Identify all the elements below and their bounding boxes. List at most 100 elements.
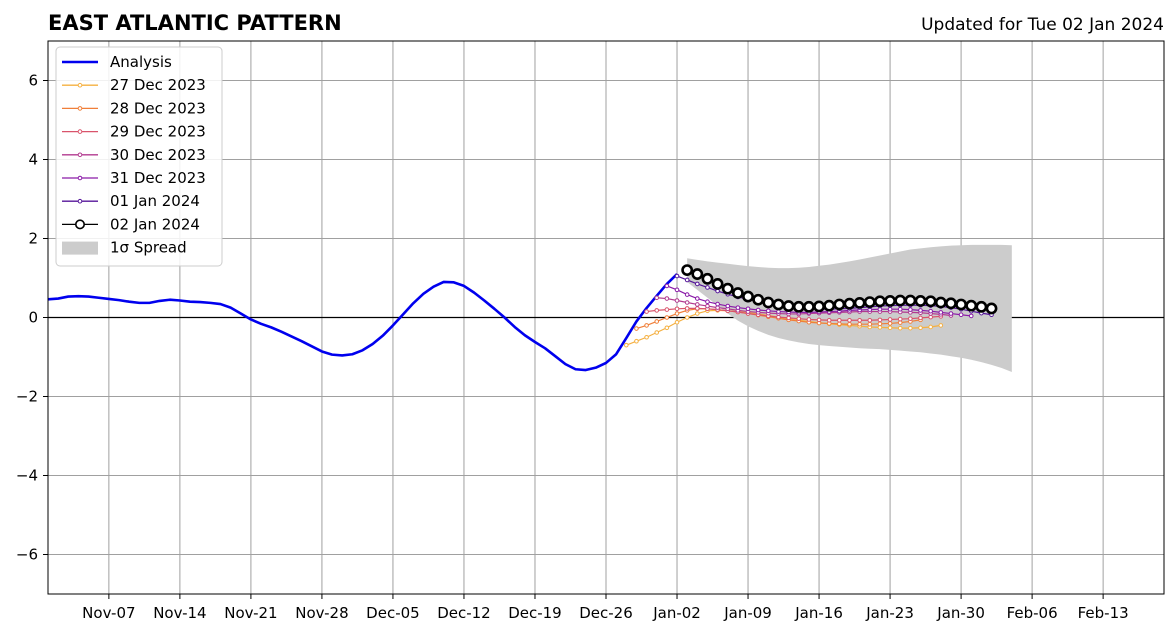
forecast-point (897, 316, 903, 322)
x-tick-label: Dec-19 (508, 604, 562, 622)
forecast-point (654, 319, 660, 324)
forecast-point (887, 325, 893, 331)
forecast-point (664, 325, 670, 331)
forecast-point (934, 296, 947, 309)
forecast-point (701, 272, 714, 285)
legend-marker (77, 175, 83, 181)
legend-entry: 1σ Spread (62, 239, 187, 257)
forecast-point (823, 299, 836, 312)
x-tick-label: Jan-02 (652, 604, 701, 622)
forecast-point (874, 295, 886, 308)
forecast-point (674, 287, 680, 293)
y-tick-label: −4 (16, 467, 38, 485)
forecast-point (877, 317, 883, 323)
forecast-point (681, 264, 694, 276)
forecast-point (904, 294, 917, 307)
legend-label: 27 Dec 2023 (110, 76, 206, 94)
analysis-line (47, 273, 678, 372)
legend-entry: 01 Jan 2024 (62, 192, 200, 210)
legend-label: 30 Dec 2023 (110, 146, 206, 164)
forecast-point (664, 315, 670, 320)
x-tick-label: Nov-07 (82, 604, 135, 622)
forecast-point (975, 300, 988, 313)
axes: −6 −4 −2 0 2 4 6 Nov-07 Nov-14 Nov-21 Nov-28 Dec-05… (16, 40, 1165, 622)
forecast-point (813, 300, 825, 313)
forecast-point (695, 311, 700, 316)
legend-box (55, 46, 223, 267)
forecast-point (634, 338, 639, 344)
legend-label: 02 Jan 2024 (110, 215, 200, 233)
legend-label: 28 Dec 2023 (110, 99, 206, 117)
x-tick-label: Dec-12 (437, 604, 491, 622)
forecast-point (955, 298, 967, 311)
y-tick-label: 0 (28, 309, 38, 327)
forecast-point (684, 300, 690, 305)
forecast-point (965, 299, 978, 312)
forecast-point (938, 323, 944, 328)
forecast-point (695, 281, 700, 287)
forecast-point (742, 290, 754, 303)
forecast-point (938, 310, 944, 315)
forecast-point (968, 313, 974, 319)
forecast-point (897, 306, 903, 312)
forecast-point (674, 273, 680, 279)
legend-entry: 02 Jan 2024 (62, 215, 200, 233)
forecast-point (877, 321, 883, 327)
forecast-point (908, 307, 913, 312)
forecast-point (857, 317, 862, 323)
y-tick-label: −2 (16, 388, 38, 406)
x-tick-label: Dec-05 (366, 604, 420, 622)
forecast-point (867, 321, 873, 327)
x-tick-label: Jan-30 (936, 604, 985, 622)
forecast-point (847, 321, 852, 327)
forecast-point (928, 308, 933, 314)
forecast-point (752, 293, 765, 306)
forecast-point (674, 311, 680, 316)
forecast-point (796, 316, 802, 321)
x-tick-label: Jan-16 (794, 604, 843, 622)
forecast-point (644, 334, 649, 340)
forecast-point (654, 295, 660, 301)
forecast-point (674, 298, 680, 303)
legend-marker (75, 219, 86, 230)
forecast-point (928, 324, 933, 330)
legend-entry: 30 Dec 2023 (62, 146, 206, 164)
x-tick-label: Jan-09 (723, 604, 772, 622)
forecast-point (695, 302, 700, 307)
legend-label: Analysis (110, 53, 172, 71)
forecast-point (695, 306, 700, 311)
forecast-point (664, 283, 670, 289)
legend-entry: Analysis (62, 53, 172, 71)
forecast-point (908, 325, 913, 331)
forecast-point (674, 319, 680, 325)
forecast-point (654, 330, 660, 335)
y-tick-label: 4 (28, 151, 38, 169)
forecast-point (945, 297, 957, 310)
forecast-point (674, 306, 680, 312)
legend-entry: 27 Dec 2023 (62, 76, 206, 94)
forecast-point (745, 306, 751, 312)
forecast-point (806, 317, 812, 322)
legend-entry: 31 Dec 2023 (62, 169, 206, 187)
x-tick-label: Feb-06 (1007, 604, 1058, 622)
x-tick-label: Nov-28 (295, 604, 348, 622)
forecast-point (705, 285, 710, 290)
forecast-point (644, 323, 649, 328)
forecast-point (847, 317, 852, 323)
legend-swatch (62, 241, 98, 255)
forecast-point (918, 308, 923, 313)
forecast-point (634, 326, 639, 331)
forecast-point (918, 315, 923, 321)
forecast-point (843, 297, 856, 310)
forecast-point (894, 294, 907, 307)
x-tick-label: Nov-14 (153, 604, 206, 622)
forecast-point (623, 342, 629, 348)
forecast-point (924, 295, 937, 308)
forecast-point (725, 303, 731, 309)
y-tick-label: 6 (28, 72, 38, 90)
forecast-point (755, 307, 761, 313)
forecast-point (948, 311, 954, 316)
forecast-point (816, 317, 822, 323)
forecast-point (644, 309, 649, 314)
legend-entry: 29 Dec 2023 (62, 123, 206, 141)
